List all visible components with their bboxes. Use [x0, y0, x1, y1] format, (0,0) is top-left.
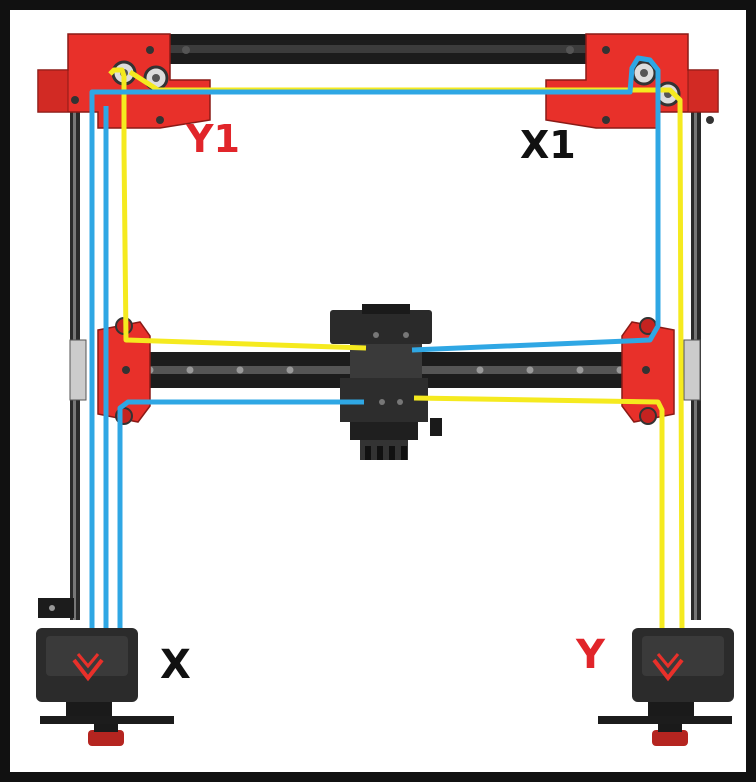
left-side-bracket [38, 598, 74, 618]
yellow-belt-left-upper [108, 67, 367, 351]
corexy-belt-diagram: Y1 X1 X Y [36, 33, 734, 746]
diagram-canvas: Y1 X1 X Y [10, 10, 746, 772]
gantry-left-end-block [69, 317, 151, 425]
blue-belt-top [89, 55, 661, 632]
label-x: X [160, 642, 191, 688]
label-x1: X1 [520, 123, 576, 167]
stepper-motor-icon [36, 628, 174, 746]
label-y: Y [575, 632, 606, 678]
yellow-belt-top [128, 69, 685, 633]
stepper-motor-icon [598, 628, 734, 746]
toolhead-carriage-icon [330, 304, 442, 460]
blue-belt-left-lower [117, 399, 364, 632]
label-y1: Y1 [185, 117, 240, 161]
yellow-belt-right [413, 395, 665, 632]
